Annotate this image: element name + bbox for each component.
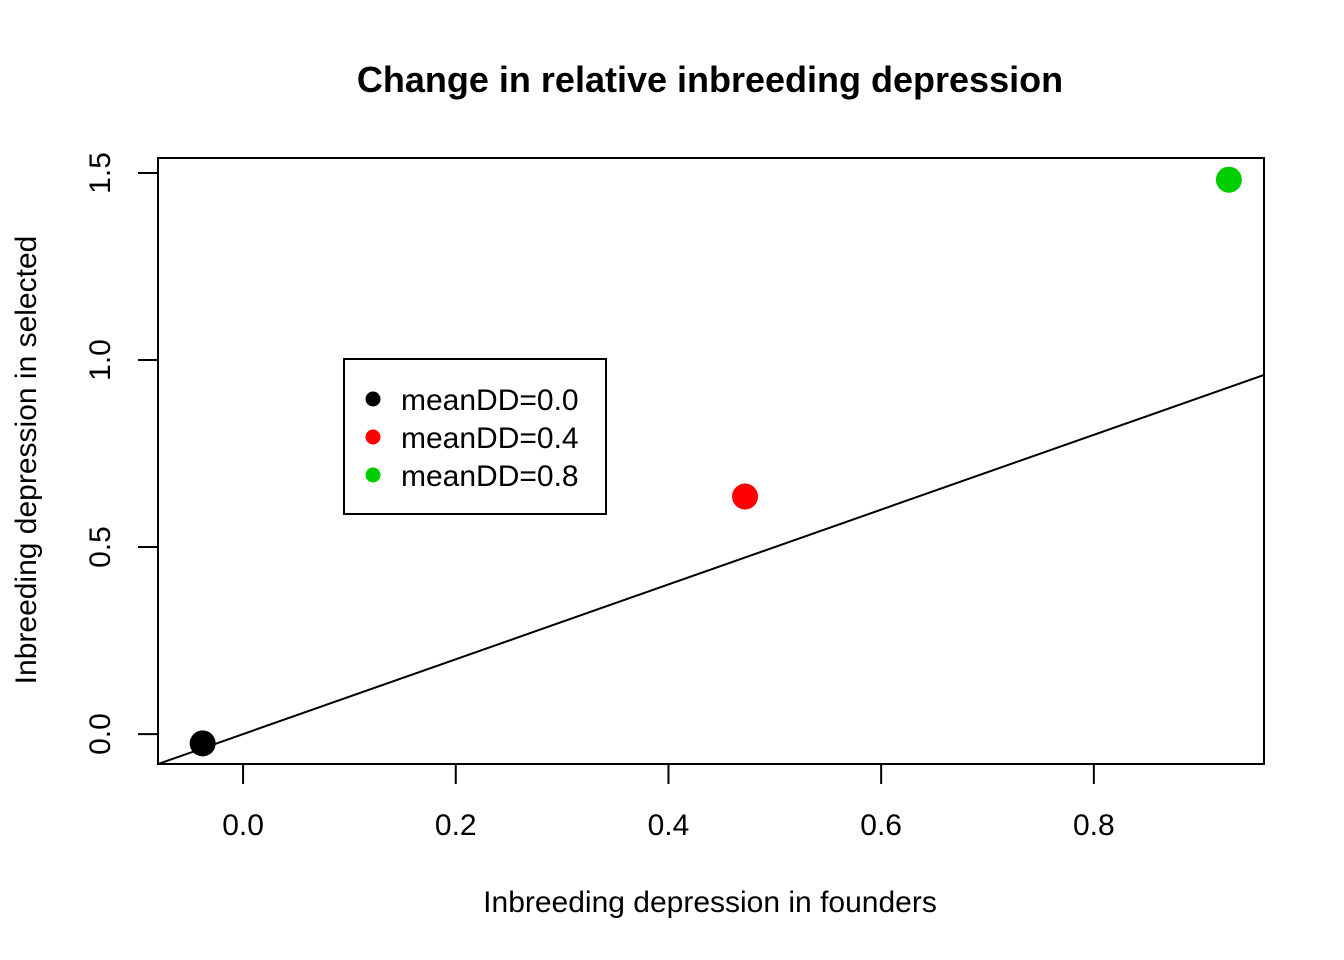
x-tick-label-2: 0.4 — [648, 809, 690, 842]
legend-label-1: meanDD=0.4 — [401, 422, 579, 455]
plot-area: 0.0 0.2 0.4 0.6 0.8 0.0 0.5 1.0 1.5 — [84, 152, 1265, 842]
legend-box — [343, 358, 607, 515]
y-tick-label-0: 0.0 — [84, 713, 117, 755]
plot-frame — [157, 157, 1265, 765]
legend-label-2: meanDD=0.8 — [401, 460, 579, 493]
x-tick-label-3: 0.6 — [860, 809, 902, 842]
y-tick-label-1: 0.5 — [84, 526, 117, 568]
x-tick-label-0: 0.0 — [222, 809, 264, 842]
data-point-0 — [189, 730, 216, 757]
legend-label-0: meanDD=0.0 — [401, 384, 579, 417]
legend-marker-2 — [365, 467, 381, 483]
reference-line — [158, 374, 1264, 764]
chart-title: Change in relative inbreeding depression — [357, 59, 1063, 100]
y-tick-label-3: 1.5 — [84, 152, 117, 194]
y-axis-label: Inbreeding depression in selected — [10, 236, 43, 685]
legend-marker-0 — [365, 391, 381, 407]
y-tick-label-2: 1.0 — [84, 339, 117, 381]
data-point-2 — [1215, 166, 1242, 193]
legend: meanDD=0.0 meanDD=0.4 meanDD=0.8 — [343, 358, 607, 515]
x-tick-label-4: 0.8 — [1073, 809, 1115, 842]
data-point-1 — [732, 483, 759, 510]
legend-marker-1 — [365, 429, 381, 445]
x-axis-label: Inbreeding depression in founders — [483, 886, 937, 919]
x-tick-label-1: 0.2 — [435, 809, 477, 842]
